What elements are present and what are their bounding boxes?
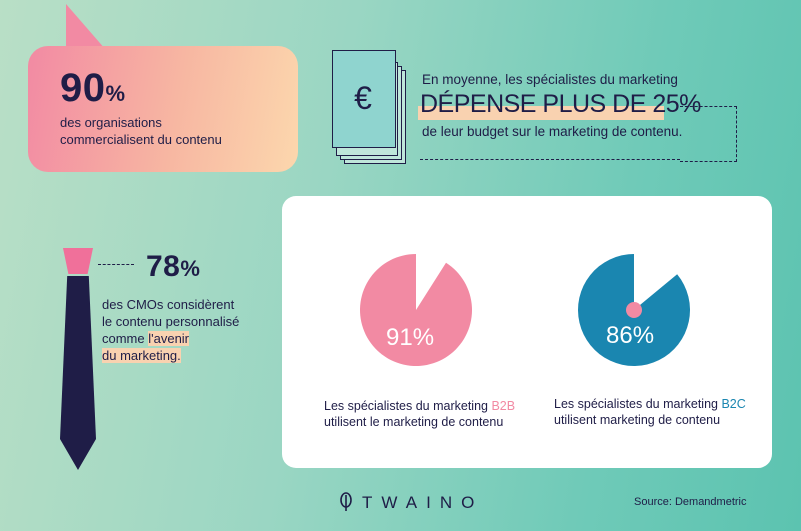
- pie-chart-b2b: [360, 254, 472, 366]
- stat-cmo-value: 78%: [146, 250, 201, 283]
- speech-bubble-tail: [66, 4, 106, 50]
- dashed-underline: [420, 159, 680, 160]
- source-text: Source: Demandmetric: [634, 496, 747, 508]
- budget-line-3: de leur budget sur le marketing de conte…: [422, 124, 683, 139]
- leaf-logo-icon: [340, 492, 352, 511]
- dashed-connector: [680, 106, 737, 162]
- pie-chart-b2c: [578, 254, 690, 366]
- pie-card: [282, 196, 772, 468]
- pie-label-b2b: 91%: [386, 324, 435, 351]
- euro-bills-icon: [332, 50, 396, 148]
- budget-headline: DÉPENSE PLUS DE 25%: [420, 90, 701, 118]
- euro-symbol: €: [354, 79, 372, 116]
- pie-center-dot: [626, 302, 642, 318]
- caption-b2c: Les spécialistes du marketing B2C utilis…: [554, 397, 746, 427]
- budget-highlight: [418, 106, 664, 120]
- budget-line-1: En moyenne, les spécialistes du marketin…: [422, 72, 678, 87]
- tie-dashed-connector: [98, 264, 134, 265]
- necktie-knot-icon: [63, 248, 93, 274]
- caption-b2b: Les spécialistes du marketing B2B utilis…: [324, 399, 516, 429]
- stat-cmo-text: des CMOs considèrent le contenu personna…: [102, 297, 240, 363]
- speech-bubble: [28, 46, 298, 172]
- necktie-icon: [60, 276, 96, 470]
- pie-slice-b2b: [360, 254, 472, 366]
- pie-label-b2c: 86%: [606, 322, 655, 349]
- stat-organisations-text: des organisations commercialisent du con…: [60, 115, 222, 147]
- brand-logo: TWAINO: [362, 493, 484, 512]
- stat-organisations-value: 90%: [60, 66, 126, 110]
